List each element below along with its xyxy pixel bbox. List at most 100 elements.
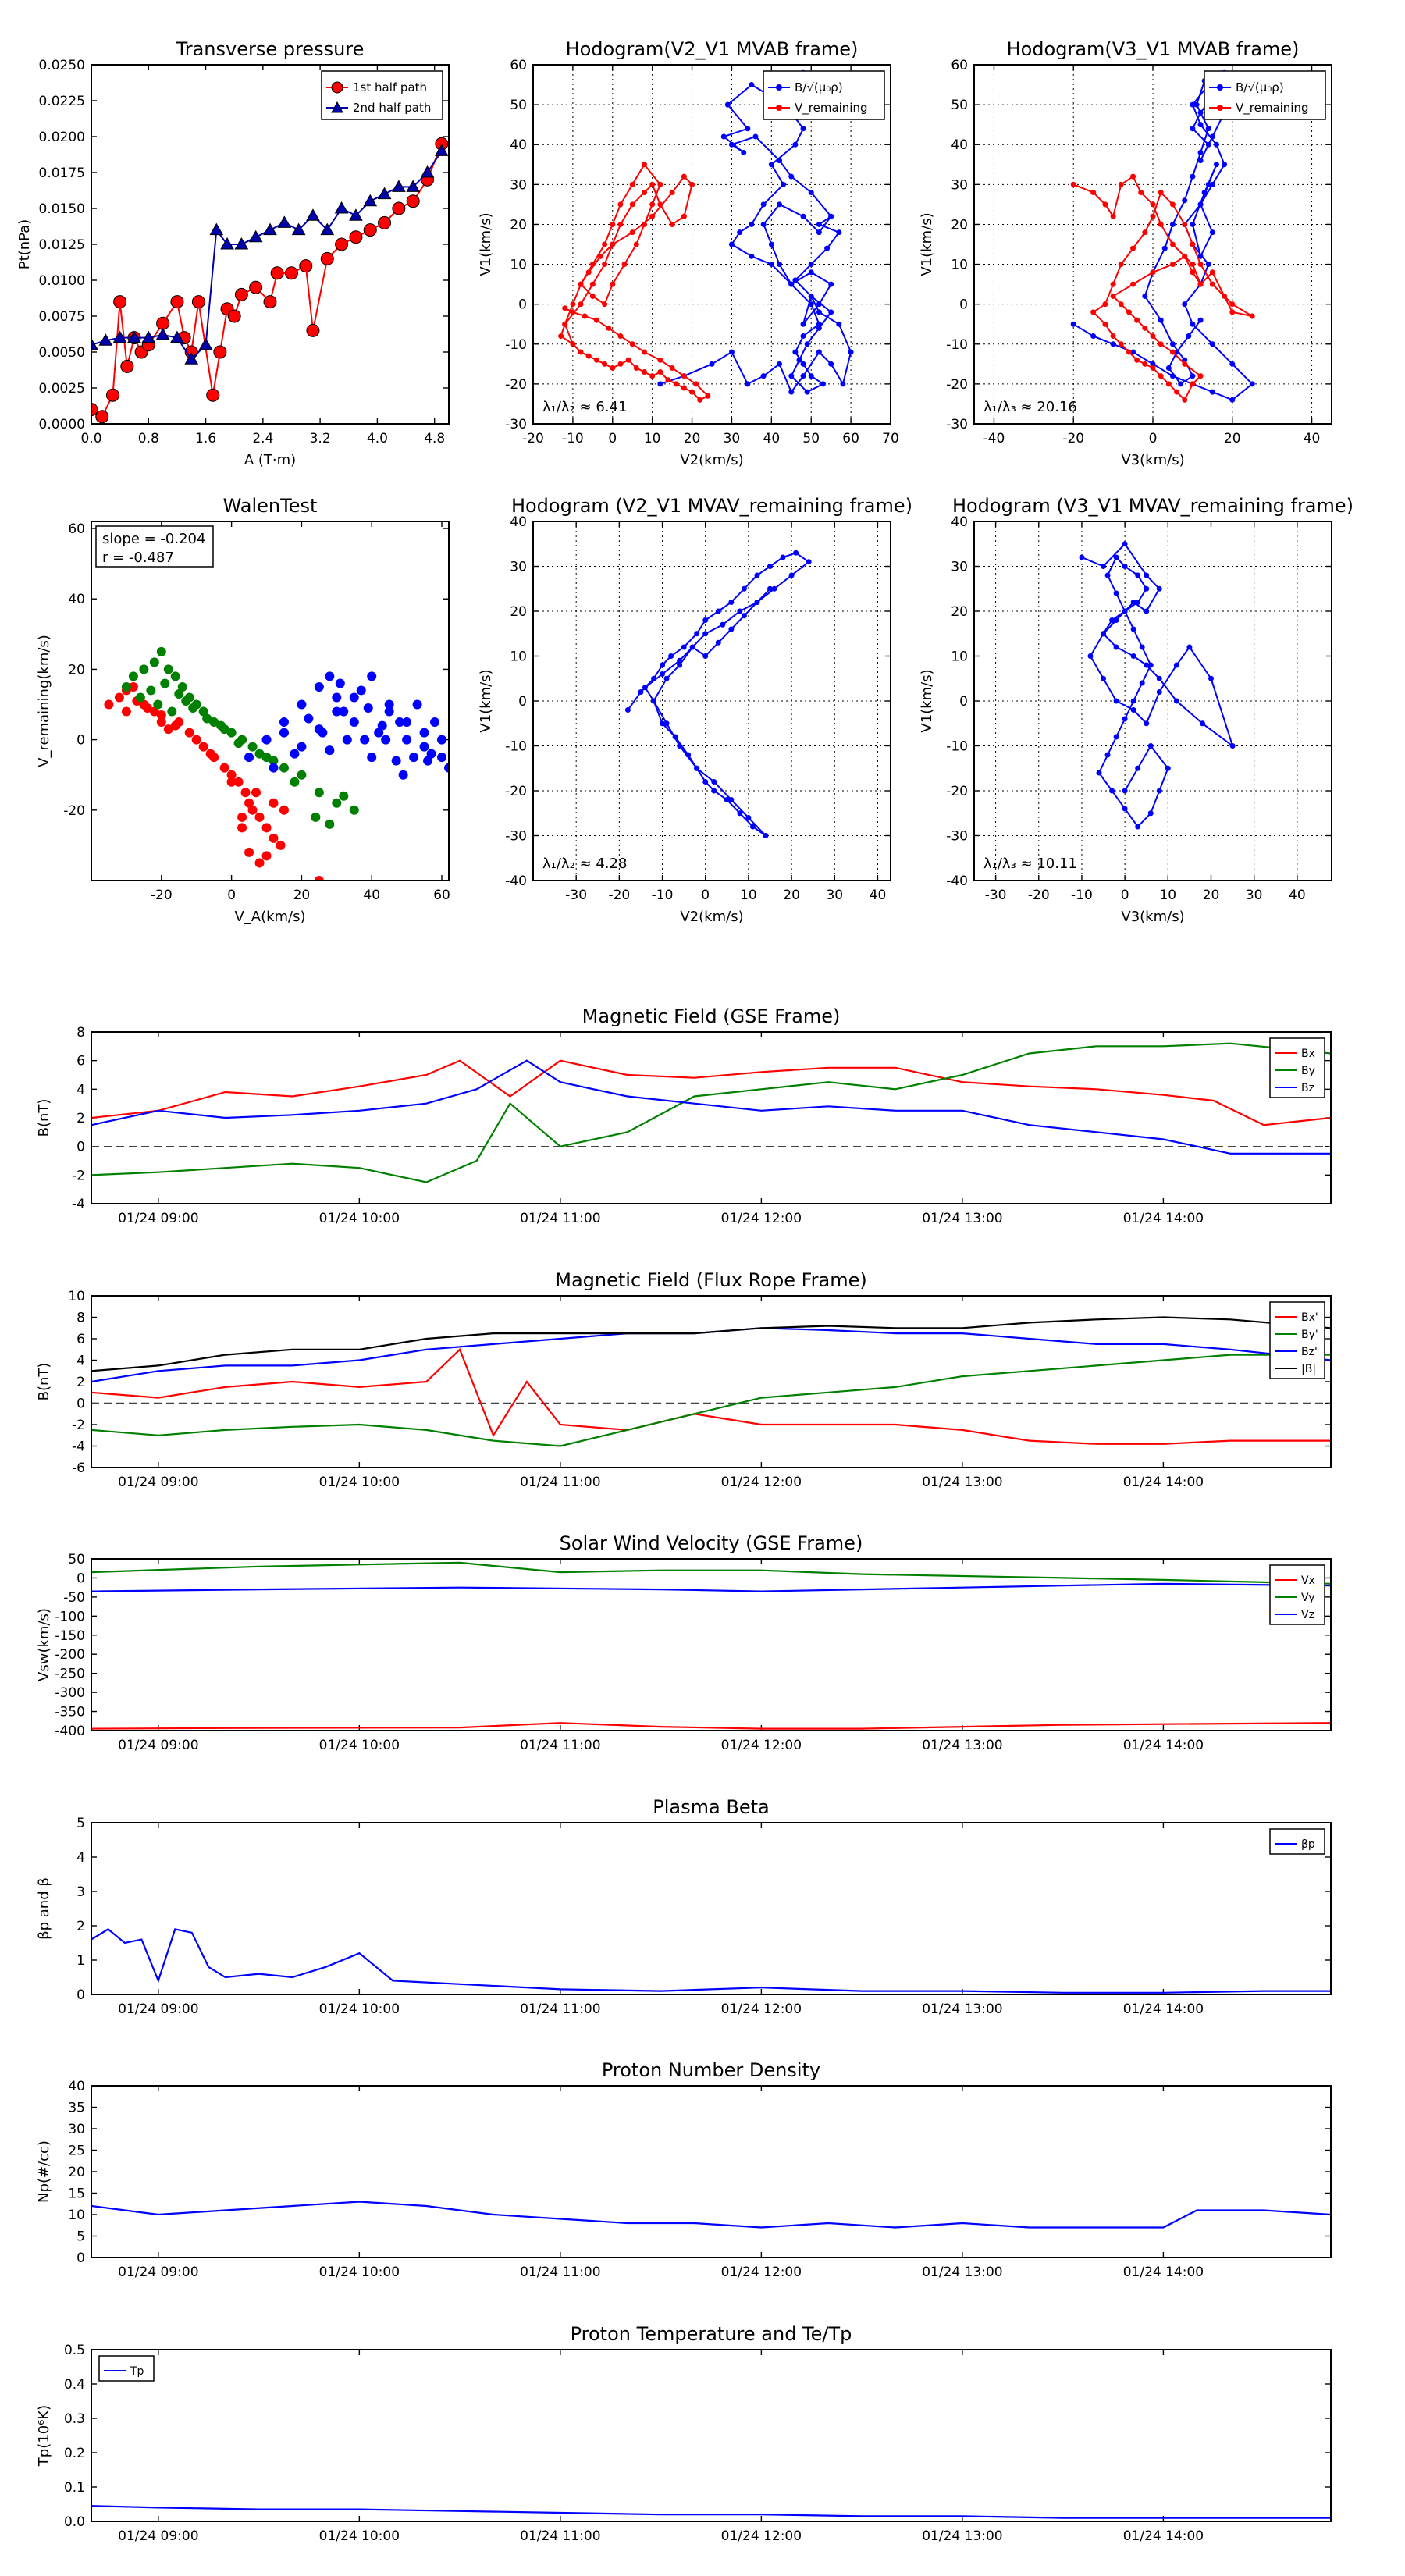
data-point xyxy=(325,819,335,829)
data-point xyxy=(1182,357,1188,363)
data-point xyxy=(629,341,635,347)
data-point xyxy=(752,133,759,140)
plot-area xyxy=(91,1928,1331,1994)
y-axis-label: V1(km/s) xyxy=(478,212,494,276)
data-point xyxy=(1134,317,1140,323)
chart-title: Hodogram (V2_V1 MVAV_remaining frame) xyxy=(511,495,912,517)
y-tick-label: 40 xyxy=(510,514,527,530)
y-tick-label: 0.0250 xyxy=(39,58,85,73)
data-point xyxy=(570,309,576,315)
data-point xyxy=(325,745,335,756)
data-point xyxy=(806,559,812,565)
x-tick-label: 40 xyxy=(763,431,781,447)
x-tick-label: 01/24 14:00 xyxy=(1123,2265,1204,2280)
data-point xyxy=(1205,141,1211,148)
data-point xyxy=(728,349,735,355)
legend xyxy=(1204,70,1326,120)
data-point xyxy=(237,812,247,822)
data-point xyxy=(437,735,447,745)
data-point xyxy=(1101,564,1107,569)
series-line-2 xyxy=(91,1582,1331,1592)
y-tick-label: 0.0 xyxy=(64,2514,85,2530)
y-tick-label: 10 xyxy=(510,649,527,665)
data-point xyxy=(434,144,449,156)
data-point xyxy=(216,720,226,731)
y-tick-label: -40 xyxy=(946,873,968,889)
data-point xyxy=(749,82,755,88)
x-tick-label: -30 xyxy=(985,888,1007,903)
x-tick-label: 1.6 xyxy=(195,431,216,447)
data-point xyxy=(1113,644,1119,650)
data-point xyxy=(1190,126,1196,132)
legend-entry: By xyxy=(1301,1065,1315,1077)
data-point xyxy=(1169,341,1176,347)
data-point xyxy=(689,181,695,187)
chart-title: WalenTest xyxy=(223,495,318,517)
data-point xyxy=(1110,293,1116,299)
y-tick-label: 0.0125 xyxy=(39,237,85,253)
data-point xyxy=(244,753,254,763)
data-point xyxy=(261,823,272,833)
y-tick-label: -10 xyxy=(946,337,968,353)
data-point xyxy=(767,564,773,569)
data-point xyxy=(578,281,584,287)
data-point xyxy=(593,317,599,323)
data-point xyxy=(198,742,208,752)
series-line-0 xyxy=(627,552,810,837)
data-point xyxy=(206,388,220,402)
data-point xyxy=(1113,590,1119,596)
data-point xyxy=(781,181,787,187)
data-point xyxy=(621,262,628,268)
legend-entry: Tp xyxy=(130,2365,144,2378)
solar-wind-velocity: Solar Wind Velocity (GSE Frame) 01/24 09:… xyxy=(36,1532,1332,1753)
axes-frame xyxy=(91,64,450,425)
data-point xyxy=(1197,317,1204,323)
data-point xyxy=(768,241,774,247)
data-point xyxy=(617,333,624,340)
data-point xyxy=(391,756,401,766)
data-point xyxy=(1222,293,1228,299)
data-point xyxy=(593,357,599,363)
y-tick-label: -30 xyxy=(946,417,968,432)
data-point xyxy=(209,717,219,728)
chart-title: Magnetic Field (Flux Rope Frame) xyxy=(555,1269,866,1291)
x-tick-label: 01/24 10:00 xyxy=(319,1475,400,1490)
axes-frame xyxy=(532,64,891,425)
fit-stat-text: r = -0.487 xyxy=(102,550,174,566)
y-tick-label: 2 xyxy=(76,1919,85,1934)
plot-area xyxy=(91,137,449,424)
data-point xyxy=(693,381,699,387)
data-point xyxy=(681,373,687,379)
data-point xyxy=(1197,201,1204,208)
series-line-0 xyxy=(91,1722,1331,1730)
data-point xyxy=(705,393,711,399)
y-tick-label: 40 xyxy=(951,514,968,530)
x-tick-label: 0 xyxy=(1149,431,1158,447)
data-point xyxy=(816,349,822,355)
data-point xyxy=(1190,321,1196,327)
y-axis-label: Pt(nPa) xyxy=(16,219,33,269)
y-axis-label: Vsw(km/s) xyxy=(36,1608,52,1681)
data-point xyxy=(663,675,670,681)
x-tick-label: 40 xyxy=(1304,431,1321,447)
data-point xyxy=(128,681,138,692)
axes-frame xyxy=(91,1558,1332,1731)
series-line-0 xyxy=(1072,72,1254,401)
y-tick-label: 15 xyxy=(68,2186,85,2202)
axes-frame xyxy=(91,2085,1332,2258)
data-point xyxy=(800,373,806,379)
data-point xyxy=(349,805,359,815)
data-point xyxy=(318,728,328,738)
data-point xyxy=(768,262,774,268)
data-point xyxy=(277,215,292,228)
data-point xyxy=(677,743,683,749)
data-point xyxy=(1122,788,1128,794)
data-point xyxy=(114,692,124,703)
legend-marker xyxy=(776,84,782,91)
data-point xyxy=(1070,181,1076,187)
data-point xyxy=(1222,162,1228,168)
chart-title: Hodogram(V2_V1 MVAB frame) xyxy=(566,38,859,60)
data-point xyxy=(367,671,377,681)
data-point xyxy=(261,851,272,861)
y-tick-label: -10 xyxy=(946,739,968,755)
